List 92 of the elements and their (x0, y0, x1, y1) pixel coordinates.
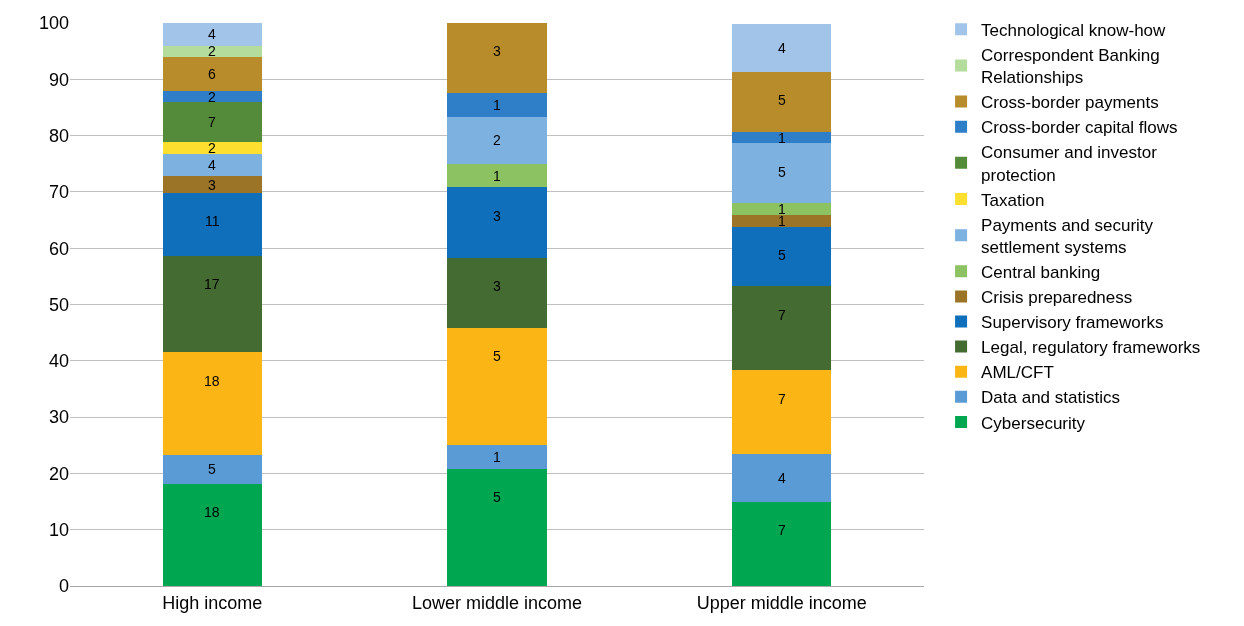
bar (162, 45, 263, 57)
bar (447, 117, 547, 164)
legend-label: Correspondent Banking Relationships (981, 46, 1160, 88)
bar (731, 71, 832, 132)
annotation: 1 (778, 130, 786, 146)
legend-label: Data and statistics (981, 388, 1120, 408)
bar (162, 102, 263, 143)
x-tick-label: High income (162, 592, 263, 613)
bar (731, 143, 832, 204)
bar (162, 91, 263, 103)
annotation: 7 (778, 522, 786, 538)
bar (162, 483, 263, 586)
annotation: 3 (208, 177, 216, 193)
legend-label: Cross-border capital flows (981, 118, 1178, 138)
annotation: 4 (208, 157, 216, 173)
annotation: 5 (493, 489, 501, 505)
annotation: 6 (208, 66, 216, 82)
legend-label: Cybersecurity (981, 413, 1086, 433)
annotation: 1 (493, 168, 501, 184)
annotation: 3 (493, 208, 501, 224)
bar (162, 193, 263, 256)
legend-label: Supervisory frameworks (981, 313, 1164, 333)
y-tick-label: 50 (48, 294, 69, 315)
annotation: 5 (778, 92, 786, 108)
legend-label: Taxation (981, 190, 1045, 210)
annotation: 5 (493, 348, 501, 364)
bar (447, 328, 547, 446)
bar (447, 23, 547, 94)
annotation: 3 (493, 278, 501, 294)
bar (731, 226, 832, 287)
bar (162, 153, 263, 177)
bar (731, 286, 832, 371)
bar (162, 56, 263, 92)
annotation: 4 (778, 470, 786, 486)
annotation: 11 (205, 213, 220, 229)
annotation: 1 (493, 449, 501, 465)
legend-label: Payments and security settlement systems (981, 215, 1154, 257)
bar (162, 142, 263, 154)
bar (162, 352, 263, 455)
y-tick-label: 60 (48, 238, 69, 259)
y-tick-label: 90 (48, 69, 69, 90)
y-tick-label: 0 (58, 576, 69, 597)
annotation: 18 (204, 373, 220, 389)
annotation: 4 (208, 26, 216, 42)
annotation: 7 (778, 307, 786, 323)
y-tick-label: 10 (48, 520, 69, 540)
annotation: 5 (778, 247, 786, 263)
annotation: 7 (778, 391, 786, 407)
annotation: 4 (778, 40, 786, 56)
y-tick-label: 20 (48, 463, 69, 484)
bar (162, 255, 263, 353)
annotation: 2 (208, 89, 216, 105)
bar (162, 176, 263, 194)
bar (731, 454, 832, 503)
x-tick-label: Upper middle income (696, 592, 867, 613)
legend-label: Consumer and investor protection (981, 143, 1158, 185)
annotation: 3 (493, 43, 501, 59)
legend-label: Technological know-how (981, 20, 1167, 40)
y-tick-label: 40 (48, 351, 69, 372)
annotation: 1 (493, 97, 501, 113)
y-tick-label: 100 (38, 13, 69, 34)
annotation: 5 (778, 164, 786, 180)
annotation: 5 (208, 461, 216, 477)
y-tick-label: 80 (48, 125, 69, 146)
annotation: 7 (208, 114, 216, 130)
annotation: 2 (208, 140, 216, 156)
bar (731, 203, 832, 215)
bar (447, 445, 547, 469)
y-tick-label: 30 (48, 407, 69, 428)
legend-label: Cross-border payments (981, 93, 1159, 113)
annotation: 17 (204, 276, 220, 292)
bar (162, 23, 263, 46)
y-tick-label: 70 (48, 182, 69, 203)
legend-label: AML/CFT (981, 363, 1054, 383)
bar (162, 454, 263, 484)
bar (731, 214, 832, 227)
legend-label: Legal, regulatory frameworks (981, 338, 1201, 358)
bar (447, 468, 547, 586)
annotation: 2 (493, 132, 501, 148)
bar (731, 502, 832, 586)
legend-label: Crisis preparedness (981, 288, 1133, 308)
legend-label: Central banking (981, 262, 1101, 282)
annotation: 18 (204, 504, 220, 520)
bar (731, 24, 832, 72)
annotation: 2 (208, 43, 216, 59)
bar (447, 163, 547, 188)
bar (447, 257, 547, 329)
bar (447, 187, 547, 258)
bar (731, 370, 832, 455)
bar (731, 131, 832, 144)
x-tick-label: Lower middle income (411, 592, 583, 613)
bar (447, 93, 547, 118)
